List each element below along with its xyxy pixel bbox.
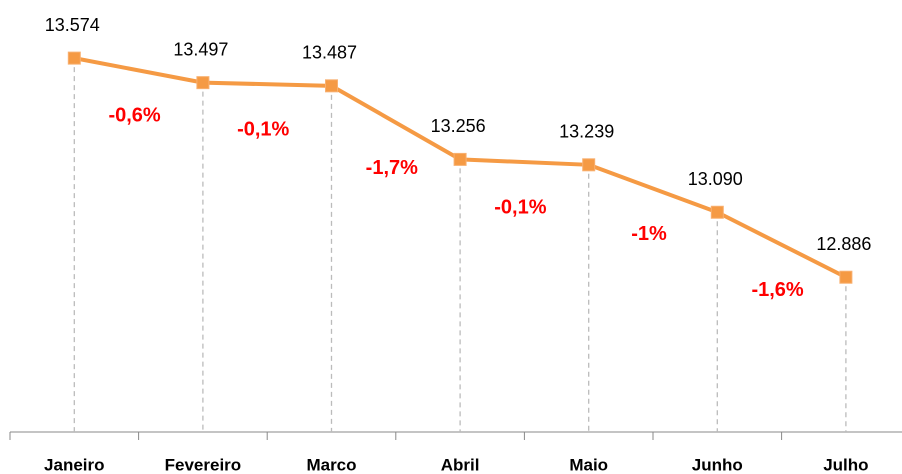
point-marker xyxy=(453,152,467,166)
value-label: 13.090 xyxy=(688,169,743,189)
point-marker xyxy=(325,79,338,93)
change-label: -1,7% xyxy=(366,157,418,179)
x-tick-label: Fevereiro xyxy=(165,455,242,474)
change-label: -0,1% xyxy=(494,196,546,218)
value-label: 13.256 xyxy=(431,116,486,136)
x-tick-label: Junho xyxy=(692,455,743,474)
x-tick-label: Marco xyxy=(306,455,356,474)
value-label: 13.487 xyxy=(302,43,357,63)
value-label: 13.239 xyxy=(559,122,614,142)
change-label: -1,6% xyxy=(751,279,803,301)
point-marker xyxy=(839,270,853,284)
point-marker xyxy=(196,76,210,90)
change-label: -0,1% xyxy=(237,119,289,141)
x-tick-label: Janeiro xyxy=(44,455,104,474)
value-label: 13.497 xyxy=(173,39,228,59)
point-marker xyxy=(582,158,596,172)
change-label: -1% xyxy=(631,223,667,245)
point-marker xyxy=(710,205,724,219)
point-marker xyxy=(67,51,81,65)
x-tick-label: Julho xyxy=(823,455,868,474)
change-label: -0,6% xyxy=(108,105,160,127)
value-label: 12.886 xyxy=(816,234,871,254)
value-label: 13.574 xyxy=(45,15,100,35)
x-tick-label: Abril xyxy=(441,455,480,474)
x-tick-label: Maio xyxy=(569,455,608,474)
